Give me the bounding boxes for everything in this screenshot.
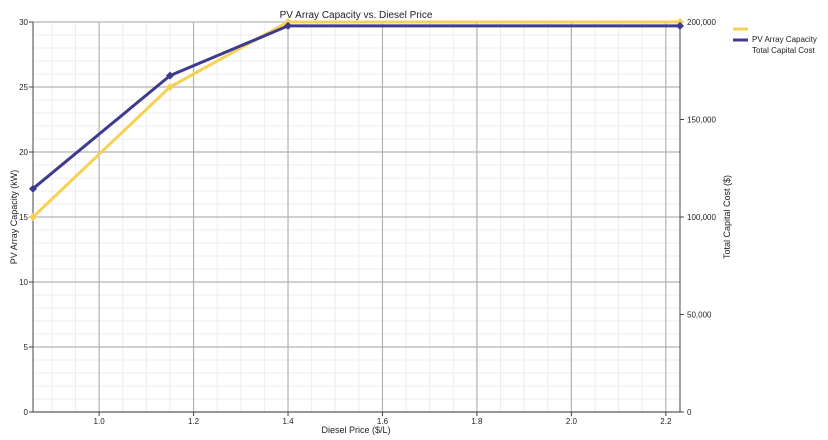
chart-title: PV Array Capacity vs. Diesel Price bbox=[280, 10, 433, 21]
tick-labels: 1.0 1.2 1.4 1.6 1.8 2.0 2.2 0 5 10 15 20 25 30 0 50,000… bbox=[19, 18, 716, 426]
x-tick-label: 2.0 bbox=[566, 417, 578, 426]
y-tick-label: 5 bbox=[24, 343, 29, 352]
data-point-total-capital-cost bbox=[29, 184, 37, 193]
legend-label-pv-array-capacity: PV Array Capacity bbox=[752, 35, 817, 44]
data-point-total-capital-cost bbox=[676, 21, 684, 30]
x-tick-label: 1.8 bbox=[471, 417, 483, 426]
y2-tick-label: 150,000 bbox=[687, 116, 716, 125]
x-tick-label: 1.6 bbox=[377, 417, 389, 426]
y2-tick-label: 100,000 bbox=[687, 213, 716, 222]
data-point-pv-array-capacity bbox=[166, 83, 174, 91]
y-axis-label: PV Array Capacity (kW) bbox=[9, 170, 19, 265]
legend-label-total-capital-cost: Total Capital Cost bbox=[752, 46, 815, 55]
x-tick-label: 1.2 bbox=[188, 417, 200, 426]
data-point-total-capital-cost bbox=[166, 71, 174, 80]
y2-tick-label: 0 bbox=[687, 408, 692, 417]
y2-axis-label: Total Capital Cost ($) bbox=[722, 175, 732, 259]
y2-tick-label: 200,000 bbox=[687, 18, 716, 27]
x-tick-label: 2.2 bbox=[660, 417, 672, 426]
y2-tick-label: 50,000 bbox=[687, 311, 712, 320]
data-point-total-capital-cost bbox=[284, 21, 292, 30]
series-line-total-capital-cost bbox=[32, 24, 680, 190]
x-tick-label: 1.4 bbox=[282, 417, 294, 426]
x-axis-label: Diesel Price ($/L) bbox=[321, 425, 390, 435]
legend: PV Array Capacity Total Capital Cost bbox=[733, 27, 817, 55]
series-line-pv-array-capacity bbox=[31, 20, 680, 219]
y-tick-label: 15 bbox=[19, 213, 28, 222]
y-tick-label: 10 bbox=[19, 278, 28, 287]
y-tick-label: 20 bbox=[19, 148, 28, 157]
y-tick-label: 25 bbox=[19, 83, 28, 92]
y-tick-label: 0 bbox=[24, 408, 29, 417]
series-layer bbox=[29, 18, 684, 221]
data-point-pv-array-capacity bbox=[29, 213, 37, 221]
x-tick-label: 1.0 bbox=[94, 417, 106, 426]
y-tick-label: 30 bbox=[19, 18, 28, 27]
